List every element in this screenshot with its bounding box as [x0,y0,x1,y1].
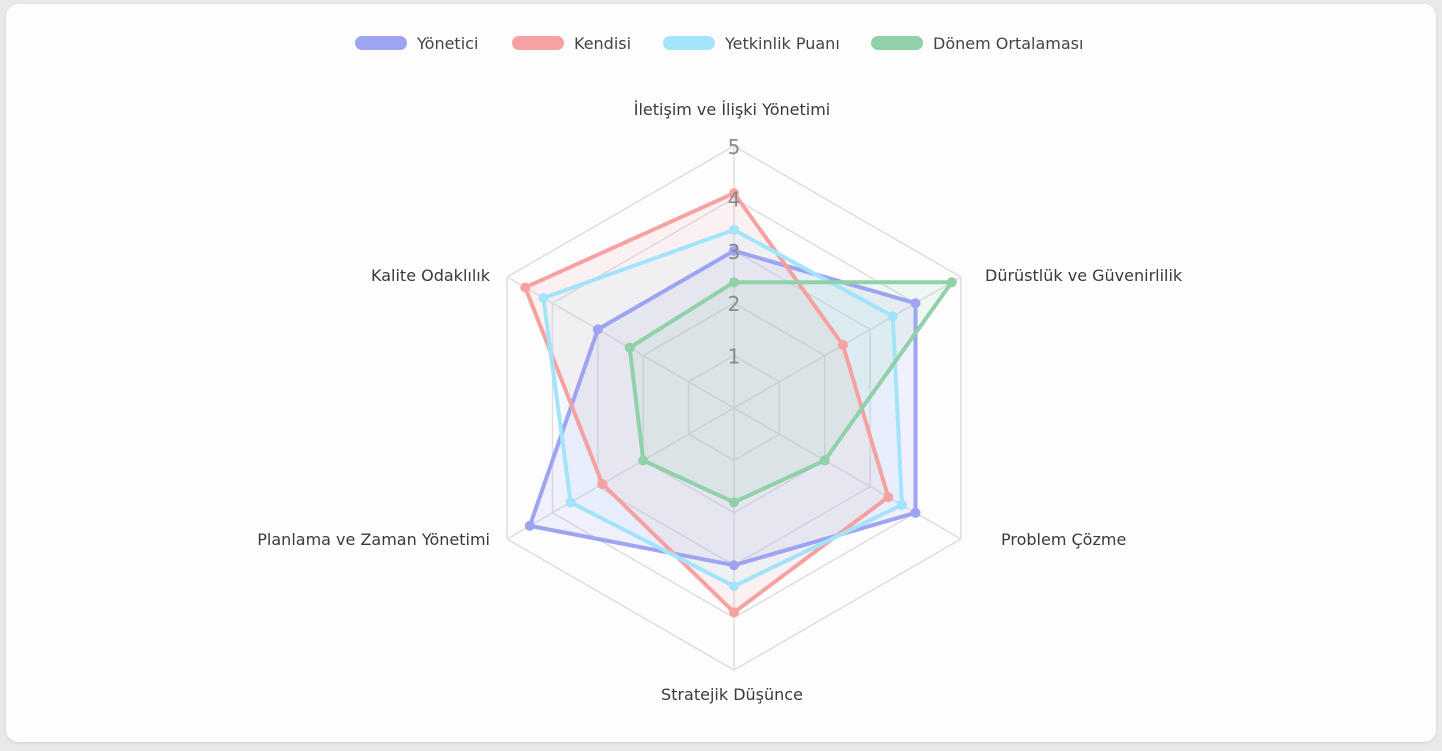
data-point-1-2[interactable] [883,492,894,503]
series-fill-2 [543,229,902,587]
legend-swatch-3 [871,36,923,50]
data-point-3-3[interactable] [729,497,739,508]
legend-swatch-2 [663,36,715,50]
data-point-2-5[interactable] [538,292,549,303]
series-fills [525,193,952,613]
data-point-3-2[interactable] [819,455,830,466]
tick-label-2: 2 [728,292,741,316]
axis-label-2: Problem Çözme [1001,530,1126,549]
series-points [520,188,957,618]
data-point-0-1[interactable] [910,298,921,309]
data-point-0-5[interactable] [592,324,603,335]
legend-item-0[interactable]: Yönetici [355,34,478,53]
axis-label-5: Kalite Odaklılık [371,266,491,285]
series-fill-0 [529,250,916,566]
legend: Yönetici Kendisi Yetkinlik Puanı Dönem Orta… [355,34,1083,53]
axis-labels: İletişim ve İlişki Yönetimi Dürüstlük ve … [257,100,1183,704]
tick-label-5: 5 [728,135,741,159]
data-point-2-4[interactable] [565,497,576,508]
grid-spoke-1 [733,276,962,409]
legend-item-1[interactable]: Kendisi [512,34,631,53]
data-point-1-5[interactable] [520,282,531,293]
grid-spoke-4 [506,407,735,540]
data-point-2-3[interactable] [729,581,739,592]
data-point-0-2[interactable] [910,507,921,518]
legend-label-3: Dönem Ortalaması [933,34,1083,53]
data-point-2-1[interactable] [887,311,898,322]
tick-label-3: 3 [728,240,741,264]
radial-ticks: 1 2 3 4 5 [728,135,741,369]
legend-label-1: Kendisi [574,34,631,53]
legend-item-3[interactable]: Dönem Ortalaması [871,34,1083,53]
axis-label-3: Stratejik Düşünce [661,685,803,704]
data-point-3-5[interactable] [624,342,635,353]
tick-label-4: 4 [728,187,741,211]
legend-item-2[interactable]: Yetkinlik Puanı [663,34,840,53]
tick-label-1: 1 [728,345,741,369]
axis-label-4: Planlama ve Zaman Yönetimi [257,530,490,549]
legend-swatch-0 [355,36,407,50]
grid-spoke-2 [733,407,962,540]
legend-label-0: Yönetici [416,34,478,53]
data-point-3-0[interactable] [729,277,739,288]
data-point-3-1[interactable] [946,277,957,288]
legend-swatch-1 [512,36,564,50]
legend-label-2: Yetkinlik Puanı [724,34,840,53]
data-point-1-4[interactable] [597,478,608,489]
data-point-0-0[interactable] [729,245,739,256]
data-point-0-3[interactable] [729,560,739,571]
data-point-2-2[interactable] [896,499,907,510]
data-point-3-4[interactable] [638,455,649,466]
axis-label-1: Dürüstlük ve Güvenirlilik [985,266,1183,285]
axis-label-0: İletişim ve İlişki Yönetimi [634,100,831,119]
series-fill-3 [629,282,952,503]
chart-card [6,4,1436,742]
series-fill-1 [525,193,889,613]
data-point-1-3[interactable] [729,607,739,618]
data-point-2-0[interactable] [729,224,739,235]
data-point-0-4[interactable] [524,520,535,531]
data-point-1-0[interactable] [729,188,739,199]
data-point-1-1[interactable] [837,340,848,351]
